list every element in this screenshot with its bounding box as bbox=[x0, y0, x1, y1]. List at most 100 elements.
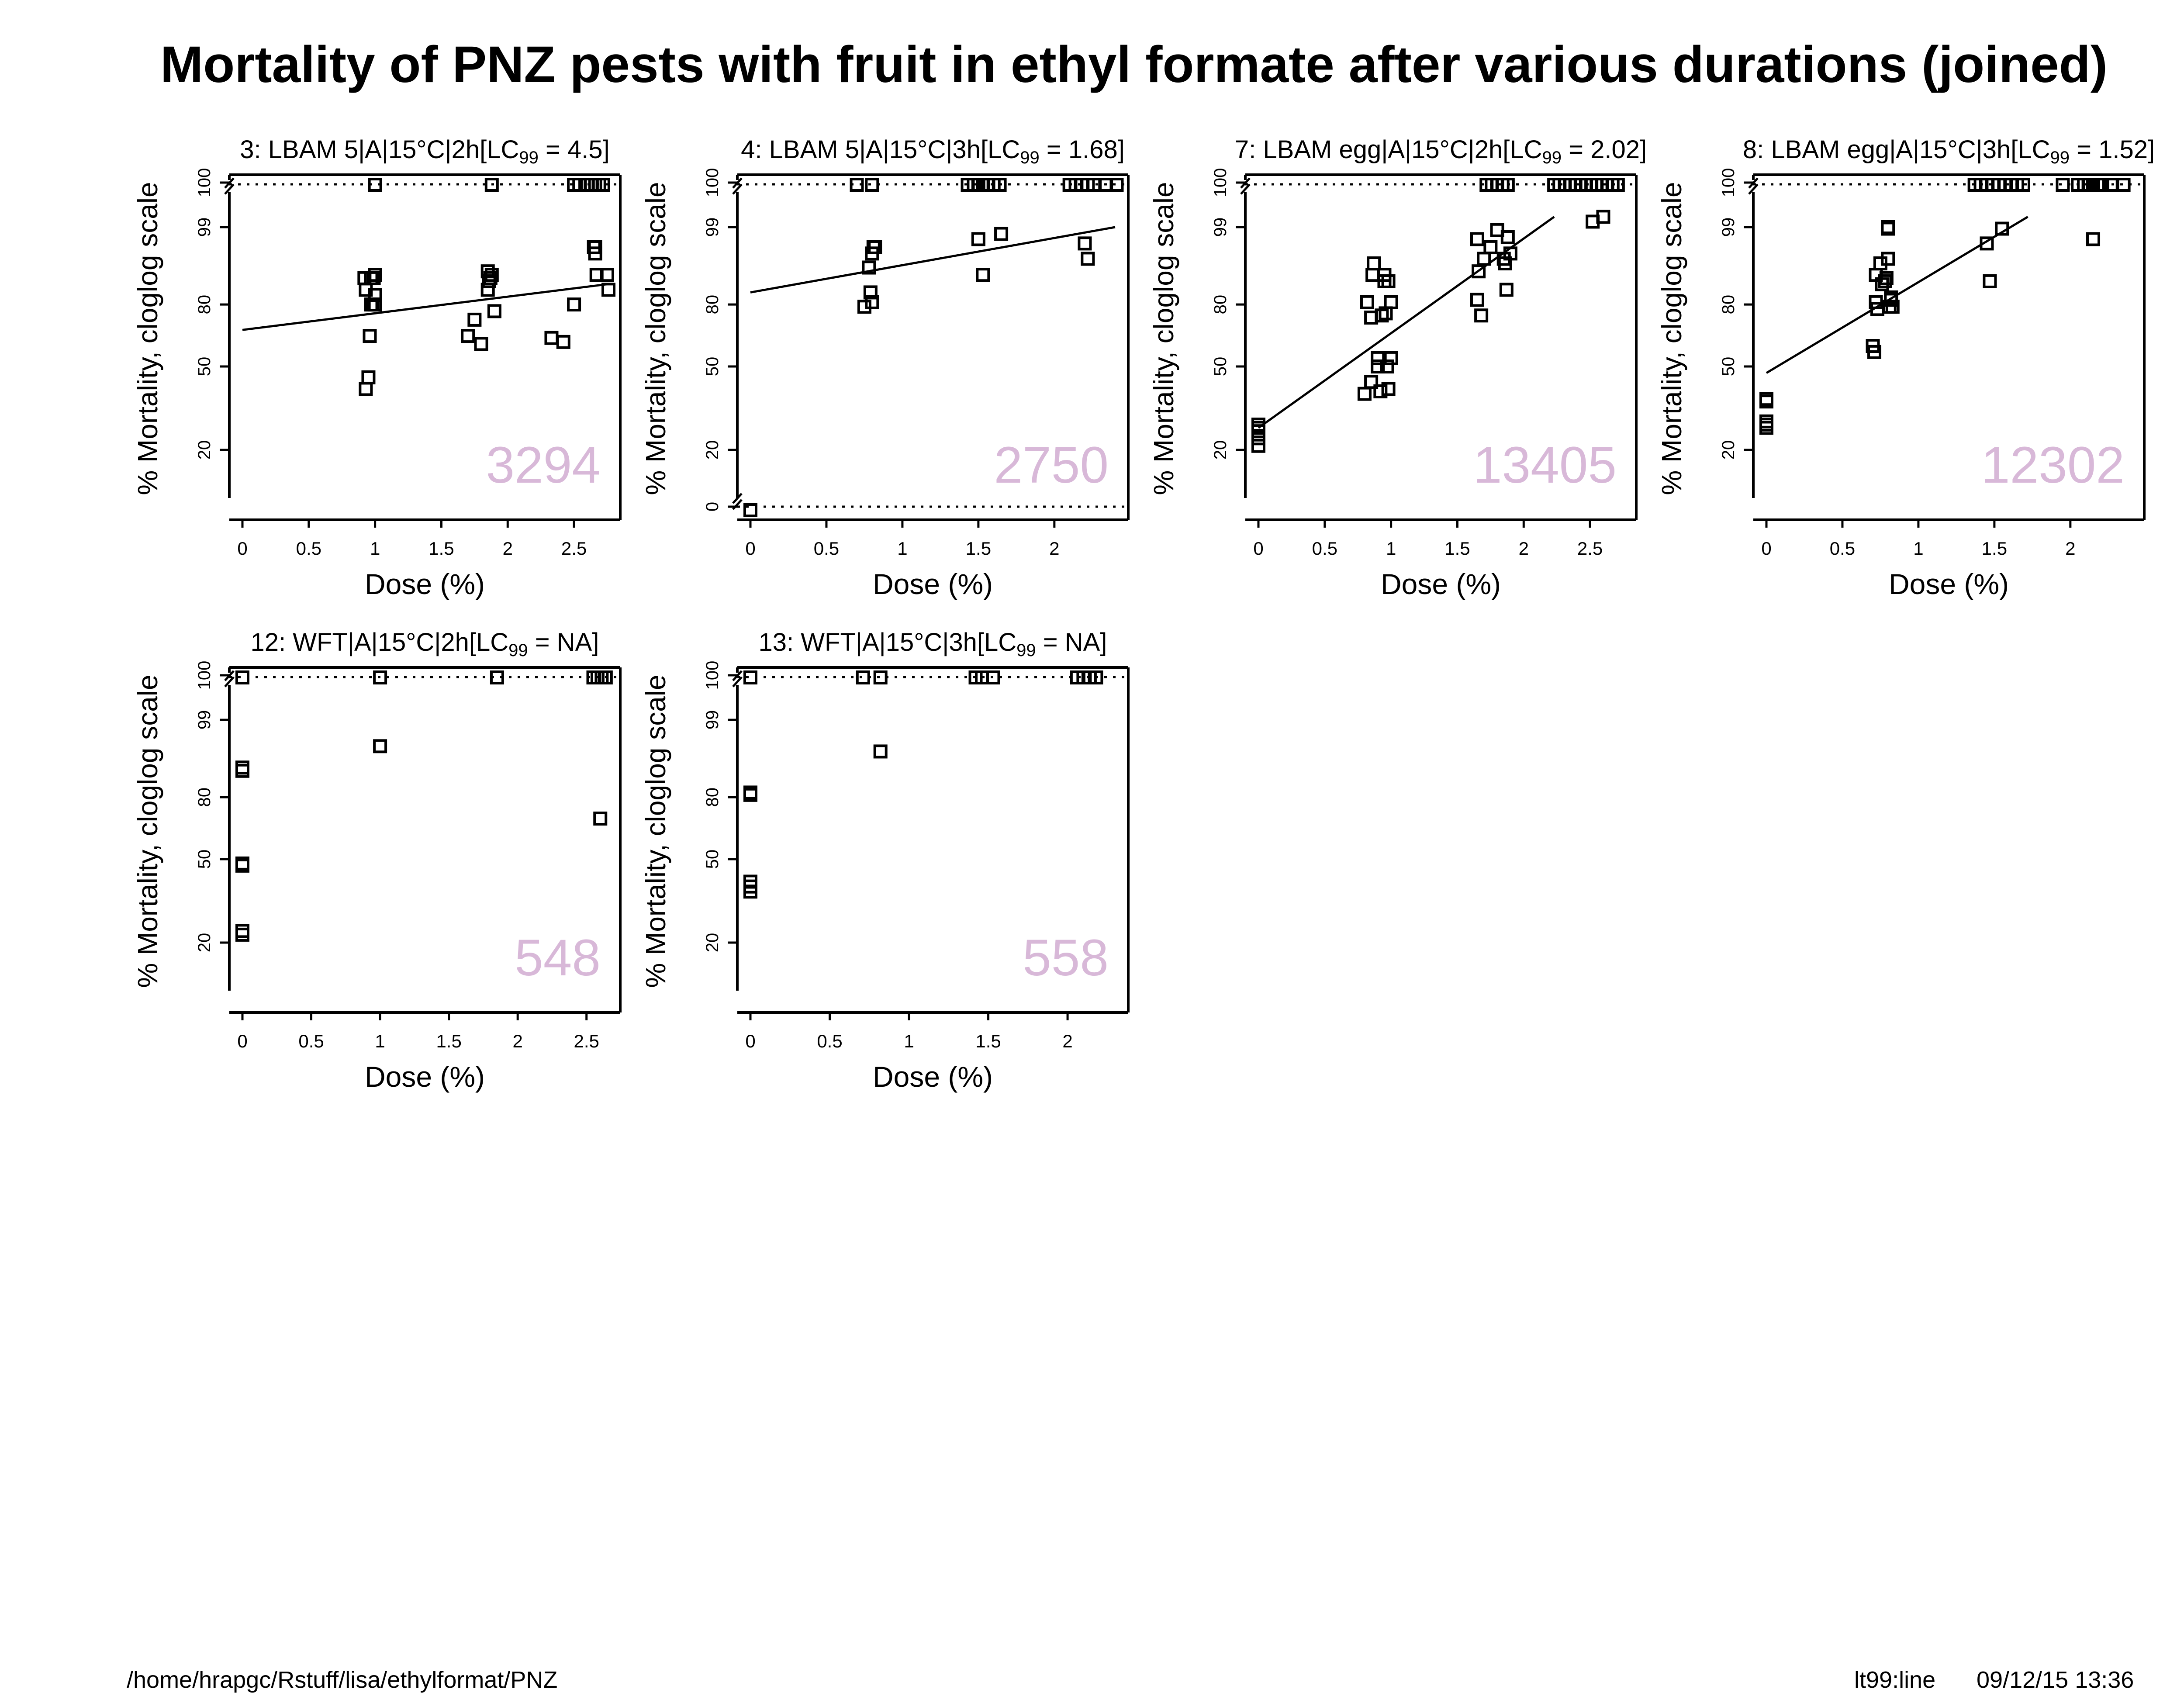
data-point bbox=[1980, 236, 1994, 251]
y-tick-label: 80 bbox=[1211, 295, 1230, 314]
footer-path: /home/hrapgc/Rstuff/lisa/ethylformat/PNZ bbox=[127, 1667, 558, 1693]
data-point bbox=[373, 739, 387, 753]
data-point-100 bbox=[598, 670, 613, 684]
data-point bbox=[1759, 418, 1773, 432]
panel-title: 3: LBAM 5|A|15°C|2h[LC99 = 4.5] bbox=[240, 135, 609, 167]
page-title: Mortality of PNZ pests with fruit in eth… bbox=[160, 36, 2108, 93]
data-point bbox=[1759, 418, 1773, 432]
panel-title: 8: LBAM egg|A|15°C|3h[LC99 = 1.52] bbox=[1743, 135, 2155, 167]
data-point-100 bbox=[1610, 178, 1625, 192]
data-point-100 bbox=[484, 178, 499, 192]
data-point-100 bbox=[850, 178, 864, 192]
chart-panel-5: 20 50 80 99 100 0 0.5 1 1.5 2 2.5 Dose (%) % Mortali… bbox=[132, 628, 622, 1093]
data-point bbox=[1251, 418, 1265, 432]
data-point bbox=[461, 329, 475, 343]
sample-count-label: 2750 bbox=[994, 436, 1109, 494]
data-point bbox=[487, 304, 501, 318]
data-point bbox=[361, 370, 376, 384]
panel-title-text: 12: WFT|A|15°C|2h[LC bbox=[251, 628, 509, 657]
data-point-100 bbox=[373, 670, 387, 684]
data-point bbox=[1373, 384, 1388, 399]
x-axis-label: Dose (%) bbox=[365, 1061, 485, 1093]
chart-panel-1: 20 50 80 99 100 0 0.5 1 1.5 2 2.5 Dose (%) % Mortali… bbox=[132, 135, 622, 600]
y-tick-label: 100 bbox=[195, 661, 214, 690]
data-point bbox=[865, 295, 879, 309]
data-point bbox=[1251, 439, 1265, 453]
panel-title-subscript: 99 bbox=[1016, 641, 1036, 660]
data-point-100 bbox=[1109, 178, 1124, 192]
data-point bbox=[235, 924, 249, 938]
data-point bbox=[363, 329, 377, 343]
y-tick-label: 80 bbox=[195, 295, 214, 314]
y-tick-label: 99 bbox=[703, 218, 722, 237]
data-point-100 bbox=[1500, 178, 1515, 192]
data-point bbox=[1365, 268, 1380, 282]
y-tick-label: 50 bbox=[1211, 357, 1230, 377]
y-tick-label: 99 bbox=[195, 218, 214, 237]
x-tick-label: 0 bbox=[1253, 538, 1263, 559]
y-tick-label: 99 bbox=[1211, 218, 1230, 237]
x-tick-label: 2 bbox=[513, 1031, 523, 1051]
x-tick-label: 1.5 bbox=[1444, 538, 1470, 559]
data-point bbox=[1384, 351, 1398, 365]
x-tick-label: 0 bbox=[237, 1031, 247, 1051]
data-point-100 bbox=[2056, 178, 2070, 192]
data-point bbox=[235, 764, 249, 778]
x-tick-label: 0 bbox=[1761, 538, 1771, 559]
y-tick-label: 100 bbox=[703, 661, 722, 690]
y-tick-label: 50 bbox=[703, 357, 722, 377]
data-point bbox=[235, 856, 249, 871]
y-axis-break-mark bbox=[732, 183, 743, 195]
x-tick-label: 0 bbox=[237, 538, 247, 559]
data-point bbox=[1490, 223, 1504, 237]
panel-title-text: 8: LBAM egg|A|15°C|3h[LC bbox=[1743, 135, 2050, 164]
x-tick-label: 0 bbox=[745, 538, 755, 559]
data-point bbox=[1759, 392, 1773, 406]
sample-count-label: 13405 bbox=[1473, 436, 1617, 494]
data-point bbox=[359, 382, 373, 396]
panel-title-subscript: 99 bbox=[508, 641, 528, 660]
data-point-100 bbox=[865, 178, 879, 192]
y-tick-label: 80 bbox=[195, 788, 214, 807]
data-point bbox=[1371, 351, 1385, 365]
data-point-100 bbox=[2116, 178, 2131, 192]
x-tick-label: 0 bbox=[745, 1031, 755, 1051]
fit-line bbox=[242, 283, 608, 331]
data-point-100 bbox=[873, 670, 888, 684]
data-point bbox=[235, 927, 249, 942]
data-point-100 bbox=[588, 178, 602, 192]
data-point bbox=[863, 285, 878, 300]
data-point bbox=[1983, 274, 1997, 288]
x-tick-label: 1 bbox=[1386, 538, 1396, 559]
data-point bbox=[544, 331, 559, 345]
x-tick-label: 2.5 bbox=[1577, 538, 1603, 559]
x-tick-label: 0.5 bbox=[814, 538, 839, 559]
y-tick-label: 99 bbox=[1719, 218, 1738, 237]
y-axis-label: % Mortality, cloglog scale bbox=[132, 182, 163, 495]
data-point bbox=[1381, 274, 1396, 288]
data-point bbox=[868, 240, 882, 254]
panel-title: 7: LBAM egg|A|15°C|2h[LC99 = 2.02] bbox=[1235, 135, 1647, 167]
data-point bbox=[1367, 256, 1381, 271]
panel-title-subscript: 99 bbox=[519, 148, 539, 167]
y-tick-label: 80 bbox=[703, 295, 722, 314]
data-point bbox=[1503, 246, 1517, 261]
footer-datetime: 09/12/15 13:36 bbox=[1977, 1667, 2134, 1693]
data-point bbox=[368, 297, 382, 312]
data-point bbox=[1881, 252, 1895, 266]
data-point-100 bbox=[580, 178, 594, 192]
y-axis-label: % Mortality, cloglog scale bbox=[640, 674, 671, 988]
y-axis-label: % Mortality, cloglog scale bbox=[1656, 182, 1687, 495]
y-tick-label: 20 bbox=[703, 933, 722, 953]
data-point bbox=[593, 812, 608, 826]
x-tick-label: 2.5 bbox=[574, 1031, 599, 1051]
data-point bbox=[743, 785, 757, 800]
data-point bbox=[601, 283, 616, 297]
x-tick-label: 1 bbox=[370, 538, 380, 559]
data-point bbox=[2086, 232, 2101, 246]
y-tick-label: 20 bbox=[703, 440, 722, 460]
panel-title-lc-value: = NA] bbox=[1036, 628, 1107, 657]
y-tick-label: 20 bbox=[1719, 440, 1738, 460]
data-point bbox=[1380, 359, 1394, 374]
data-point bbox=[1500, 230, 1515, 245]
